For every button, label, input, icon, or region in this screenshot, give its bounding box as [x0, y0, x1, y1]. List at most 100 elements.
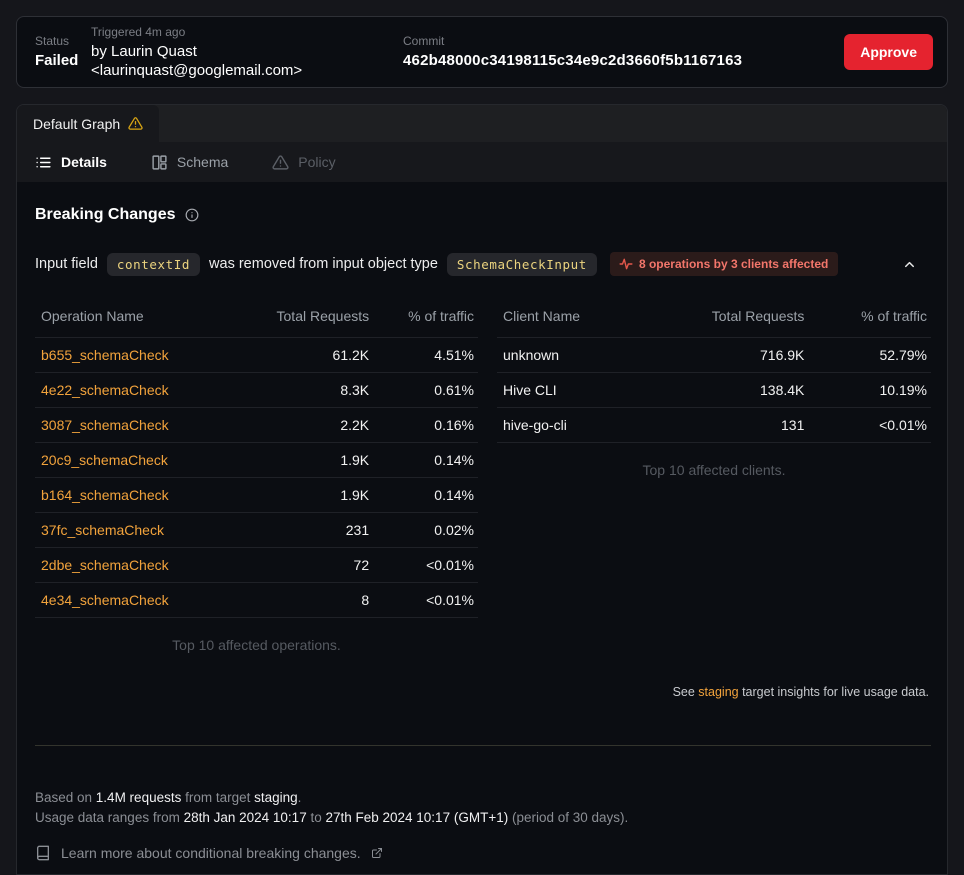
tab-details-label: Details — [61, 154, 107, 170]
learn-more-link[interactable]: Learn more about conditional breaking ch… — [35, 845, 383, 861]
usage-summary-line1: Based on 1.4M requests from target stagi… — [35, 788, 931, 808]
requests-value: 138.4K — [641, 372, 809, 408]
affected-operations-badge[interactable]: 8 operations by 3 clients affected — [609, 252, 839, 276]
details-content: Breaking Changes Input field contextId w… — [17, 182, 947, 874]
operations-caption: Top 10 affected operations. — [172, 637, 341, 653]
learn-more-label: Learn more about conditional breaking ch… — [61, 845, 361, 861]
client-name: unknown — [497, 337, 642, 373]
schema-check-card: Default Graph Details Schema Policy — [16, 104, 948, 875]
triggered-by: by Laurin Quast <laurinquast@googlemail.… — [91, 42, 303, 79]
requests-value: 61.2K — [230, 337, 374, 373]
tab-policy[interactable]: Policy — [272, 154, 336, 171]
change-prefix: Input field — [35, 256, 98, 272]
requests-value: 8.3K — [230, 372, 374, 408]
status-column: Status Failed — [35, 34, 91, 70]
range-prefix-text: Usage data ranges from — [35, 810, 184, 825]
graph-tab-strip: Default Graph — [17, 105, 947, 142]
operations-col-requests: Total Requests — [230, 302, 374, 338]
triggered-label: Triggered 4m ago — [91, 24, 186, 39]
chevron-up-icon[interactable] — [902, 257, 917, 272]
operations-table: Operation Name Total Requests % of traff… — [35, 302, 478, 618]
field-code-chip: contextId — [106, 252, 201, 276]
external-link-icon — [371, 847, 383, 859]
operation-link[interactable]: b164_schemaCheck — [41, 487, 169, 503]
approve-button[interactable]: Approve — [844, 34, 933, 70]
staging-target-link[interactable]: staging — [698, 685, 739, 699]
traffic-value: 52.79% — [808, 337, 931, 373]
client-name: Hive CLI — [497, 372, 642, 408]
breaking-changes-header: Breaking Changes — [35, 206, 931, 224]
traffic-value: 4.51% — [373, 337, 478, 373]
section-title: Breaking Changes — [35, 206, 176, 223]
operation-link[interactable]: 4e22_schemaCheck — [41, 382, 169, 398]
insights-note: See staging target insights for live usa… — [35, 685, 931, 699]
info-icon[interactable] — [185, 208, 199, 222]
operation-link[interactable]: 37fc_schemaCheck — [41, 522, 164, 538]
requests-value: 8 — [230, 582, 374, 618]
operation-link[interactable]: 4e34_schemaCheck — [41, 592, 169, 608]
table-row: 3087_schemaCheck 2.2K 0.16% — [35, 407, 478, 443]
requests-value: 1.9K — [230, 442, 374, 478]
requests-value: 131 — [641, 407, 809, 443]
traffic-value: 0.14% — [373, 442, 478, 478]
commit-label: Commit — [403, 34, 445, 48]
operation-link[interactable]: b655_schemaCheck — [41, 347, 169, 363]
traffic-value: <0.01% — [373, 582, 478, 618]
tab-policy-label: Policy — [298, 154, 336, 170]
range-to-text: to — [306, 810, 326, 825]
clients-caption: Top 10 affected clients. — [642, 462, 786, 478]
tab-schema[interactable]: Schema — [151, 154, 228, 171]
table-row: Hive CLI 138.4K 10.19% — [497, 372, 931, 408]
range-end-date: 27th Feb 2024 10:17 (GMT+1) — [325, 810, 509, 825]
clients-col-requests: Total Requests — [641, 302, 809, 338]
status-value: Failed — [35, 52, 79, 69]
traffic-value: 0.16% — [373, 407, 478, 443]
triggered-column: Triggered 4m ago by Laurin Quast <laurin… — [91, 25, 403, 80]
graph-tab-label: Default Graph — [33, 115, 121, 132]
breaking-change-row[interactable]: Input field contextId was removed from i… — [35, 252, 931, 276]
pulse-icon — [619, 257, 633, 271]
operation-link[interactable]: 3087_schemaCheck — [41, 417, 169, 433]
type-code-chip: SchemaCheckInput — [446, 252, 597, 276]
requests-value: 2.2K — [230, 407, 374, 443]
table-row: 20c9_schemaCheck 1.9K 0.14% — [35, 442, 478, 478]
change-middle: was removed from input object type — [209, 256, 438, 272]
table-row: hive-go-cli 131 <0.01% — [497, 407, 931, 443]
table-row: unknown 716.9K 52.79% — [497, 337, 931, 373]
tab-details[interactable]: Details — [35, 154, 107, 171]
requests-value: 231 — [230, 512, 374, 548]
tab-schema-label: Schema — [176, 154, 229, 170]
traffic-value: 0.14% — [373, 477, 478, 513]
range-start-date: 28th Jan 2024 10:17 — [183, 810, 307, 825]
book-icon — [35, 845, 51, 861]
line1-period: . — [297, 790, 302, 805]
requests-total: 1.4M requests — [95, 790, 182, 805]
table-row: 37fc_schemaCheck 231 0.02% — [35, 512, 478, 548]
table-row: 2dbe_schemaCheck 72 <0.01% — [35, 547, 478, 583]
commit-column: Commit 462b48000c34198115c34e9c2d3660f5b… — [403, 34, 742, 70]
operations-table-panel: Operation Name Total Requests % of traff… — [35, 302, 478, 653]
client-name: hive-go-cli — [497, 407, 642, 443]
requests-value: 716.9K — [641, 337, 809, 373]
commit-hash: 462b48000c34198115c34e9c2d3660f5b1167163 — [403, 52, 743, 69]
clients-col-traffic: % of traffic — [808, 302, 931, 338]
schema-icon — [151, 154, 168, 171]
tab-default-graph[interactable]: Default Graph — [17, 105, 160, 142]
status-label: Status — [35, 34, 70, 48]
operation-link[interactable]: 2dbe_schemaCheck — [41, 557, 169, 573]
table-row: b164_schemaCheck 1.9K 0.14% — [35, 477, 478, 513]
traffic-value: 10.19% — [808, 372, 931, 408]
traffic-value: <0.01% — [808, 407, 931, 443]
operations-col-traffic: % of traffic — [373, 302, 478, 338]
traffic-value: 0.61% — [373, 372, 478, 408]
list-icon — [35, 154, 52, 171]
clients-col-name: Client Name — [497, 302, 642, 338]
check-subnav: Details Schema Policy — [17, 142, 947, 182]
check-status-card: Status Failed Triggered 4m ago by Laurin… — [16, 16, 948, 88]
requests-value: 72 — [230, 547, 374, 583]
operation-link[interactable]: 20c9_schemaCheck — [41, 452, 168, 468]
clients-table-panel: Client Name Total Requests % of traffic … — [497, 302, 931, 653]
section-divider — [35, 745, 931, 746]
table-row: 4e22_schemaCheck 8.3K 0.61% — [35, 372, 478, 408]
clients-table: Client Name Total Requests % of traffic … — [497, 302, 931, 443]
